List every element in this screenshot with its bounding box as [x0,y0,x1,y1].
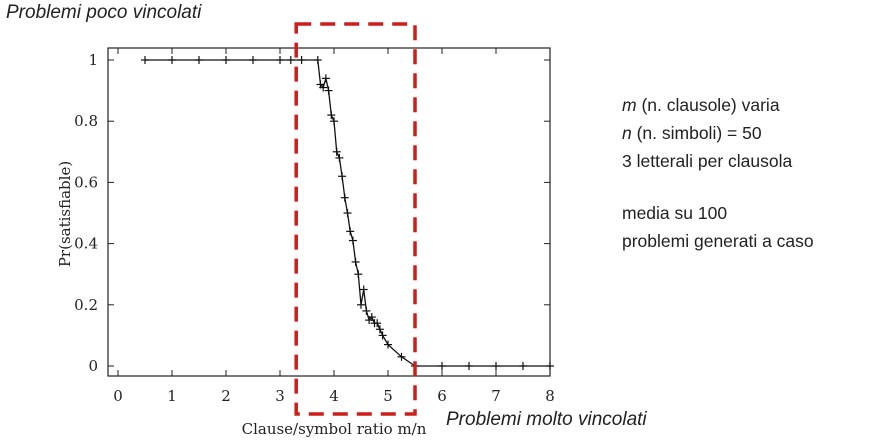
x-tick-label: 1 [167,387,177,405]
x-tick-label: 8 [545,387,555,405]
note-average: media su 100 [622,203,728,223]
plot-frame [107,47,551,377]
note-literals: 3 letterali per clausola [622,151,793,171]
data-point [351,257,360,266]
x-tick-label: 5 [383,387,393,405]
data-point [338,172,347,181]
x-tick-label: 0 [113,387,123,405]
note-clauses-text: (n. clausole) varia [636,95,780,115]
data-point [438,362,446,370]
data-point [249,56,257,64]
note-random: problemi generati a caso [622,231,814,251]
data-point [141,56,149,64]
data-point [357,300,365,309]
data-point [546,362,554,370]
x-tick-label: 2 [221,387,231,405]
data-point [359,285,368,294]
data-point [313,56,322,64]
annotation-overconstrained: Problemi molto vincolati [446,409,647,430]
data-point [343,209,352,217]
x-axis-label: Clause/symbol ratio m/n [242,420,427,438]
experiment-notes: m (n. clausole) varia n (n. simboli) = 5… [622,91,814,255]
data-point [375,325,384,334]
note-var-m: m [622,95,637,115]
data-point [465,362,473,370]
data-point [373,319,382,328]
data-point [335,153,344,162]
data-point [222,56,230,64]
data-point [348,236,357,245]
note-clauses: m (n. clausole) varia [622,91,814,119]
data-point [384,340,392,349]
data-point [286,56,295,64]
data-point [297,56,306,64]
x-tick-label: 7 [491,387,501,405]
data-point [354,270,363,279]
data-point [519,362,527,370]
highlight-box [294,22,417,416]
data-point [168,56,176,64]
data-point [367,313,376,322]
y-tick-label: 0.8 [74,112,98,130]
x-tick-label: 4 [329,387,339,405]
data-point [195,56,203,64]
data-point [324,86,333,95]
y-tick-label: 0.6 [74,173,98,191]
note-symbols: n (n. simboli) = 50 [622,119,814,147]
data-point [362,306,371,315]
note-var-n: n [622,123,632,143]
annotation-underconstrained: Problemi poco vincolati [6,2,202,23]
data-point [321,74,330,83]
x-tick-label: 3 [275,387,285,405]
y-axis-label: Pr(satisfiable) [56,161,74,267]
data-point [346,227,355,236]
x-tick-label: 6 [437,387,447,405]
note-symbols-text: (n. simboli) = 50 [631,123,762,143]
y-tick-label: 1 [88,51,98,69]
data-point [332,147,341,156]
data-point [319,83,328,92]
data-point [340,193,349,202]
data-point [276,56,284,64]
data-point [492,362,500,370]
data-point [378,331,387,340]
data-point [327,111,336,120]
data-point [330,117,338,126]
y-tick-label: 0.2 [74,296,98,314]
data-point [397,352,406,361]
y-tick-label: 0 [88,357,98,375]
y-tick-label: 0.4 [74,235,98,253]
